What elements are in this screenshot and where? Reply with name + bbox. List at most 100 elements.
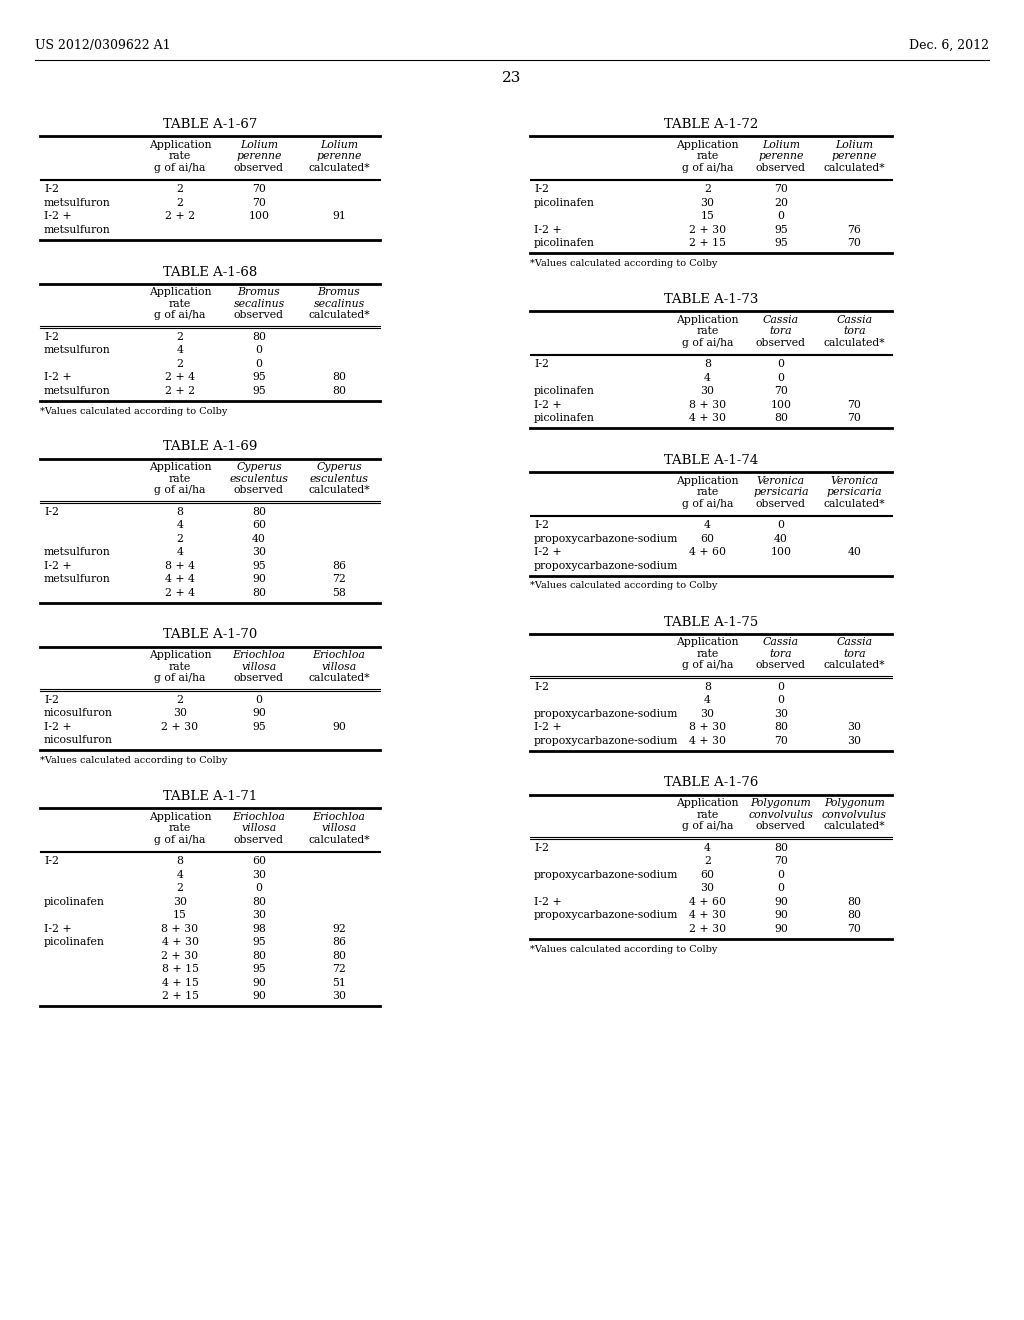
Text: I-2: I-2: [44, 507, 59, 516]
Text: 0: 0: [777, 372, 784, 383]
Text: calculated*: calculated*: [308, 310, 370, 321]
Text: 72: 72: [332, 574, 346, 585]
Text: 2 + 30: 2 + 30: [162, 950, 199, 961]
Text: g of ai/ha: g of ai/ha: [682, 499, 733, 508]
Text: 80: 80: [774, 722, 788, 733]
Text: g of ai/ha: g of ai/ha: [682, 660, 733, 671]
Text: picolinafen: picolinafen: [44, 896, 104, 907]
Text: 80: 80: [252, 950, 266, 961]
Text: 4 + 60: 4 + 60: [689, 896, 726, 907]
Text: TABLE A-1-69: TABLE A-1-69: [163, 441, 257, 454]
Text: 0: 0: [777, 211, 784, 222]
Text: Lolium: Lolium: [836, 140, 873, 149]
Text: Polygonum: Polygonum: [824, 799, 885, 808]
Text: I-2 +: I-2 +: [44, 211, 72, 222]
Text: metsulfuron: metsulfuron: [44, 385, 111, 396]
Text: 4: 4: [176, 346, 183, 355]
Text: observed: observed: [234, 162, 284, 173]
Text: 2 + 4: 2 + 4: [165, 587, 195, 598]
Text: metsulfuron: metsulfuron: [44, 224, 111, 235]
Text: calculated*: calculated*: [823, 660, 886, 671]
Text: picolinafen: picolinafen: [534, 198, 595, 207]
Text: 0: 0: [777, 359, 784, 370]
Text: 4 + 30: 4 + 30: [689, 413, 726, 424]
Text: 80: 80: [252, 896, 266, 907]
Text: 4 + 15: 4 + 15: [162, 978, 199, 987]
Text: 70: 70: [774, 387, 787, 396]
Text: 2 + 30: 2 + 30: [689, 924, 726, 933]
Text: 0: 0: [256, 883, 262, 894]
Text: I-2 +: I-2 +: [534, 400, 561, 409]
Text: 100: 100: [249, 211, 269, 222]
Text: 2 + 4: 2 + 4: [165, 372, 195, 383]
Text: g of ai/ha: g of ai/ha: [155, 673, 206, 684]
Text: Application: Application: [148, 812, 211, 822]
Text: 70: 70: [848, 924, 861, 933]
Text: 60: 60: [700, 533, 715, 544]
Text: 2: 2: [176, 331, 183, 342]
Text: nicosulfuron: nicosulfuron: [44, 735, 113, 746]
Text: Cassia: Cassia: [837, 638, 872, 647]
Text: TABLE A-1-71: TABLE A-1-71: [163, 789, 257, 803]
Text: nicosulfuron: nicosulfuron: [44, 709, 113, 718]
Text: I-2: I-2: [44, 185, 59, 194]
Text: 95: 95: [252, 722, 266, 731]
Text: propoxycarbazone-sodium: propoxycarbazone-sodium: [534, 533, 678, 544]
Text: 8 + 15: 8 + 15: [162, 964, 199, 974]
Text: 80: 80: [848, 911, 861, 920]
Text: I-2 +: I-2 +: [44, 561, 72, 570]
Text: propoxycarbazone-sodium: propoxycarbazone-sodium: [534, 709, 678, 719]
Text: 2 + 15: 2 + 15: [689, 238, 726, 248]
Text: calculated*: calculated*: [308, 486, 370, 495]
Text: 2: 2: [176, 198, 183, 207]
Text: 30: 30: [173, 709, 187, 718]
Text: *Values calculated according to Colby: *Values calculated according to Colby: [530, 945, 718, 953]
Text: Bromus: Bromus: [317, 288, 360, 297]
Text: Cyperus: Cyperus: [316, 462, 361, 473]
Text: 0: 0: [777, 870, 784, 879]
Text: observed: observed: [234, 673, 284, 684]
Text: secalinus: secalinus: [313, 298, 365, 309]
Text: 100: 100: [770, 548, 792, 557]
Text: 95: 95: [252, 964, 266, 974]
Text: 2 + 15: 2 + 15: [162, 991, 199, 1002]
Text: 95: 95: [252, 372, 266, 383]
Text: Cassia: Cassia: [763, 314, 799, 325]
Text: 95: 95: [252, 937, 266, 948]
Text: 30: 30: [700, 198, 715, 207]
Text: TABLE A-1-72: TABLE A-1-72: [664, 117, 758, 131]
Text: 90: 90: [252, 574, 266, 585]
Text: rate: rate: [169, 152, 191, 161]
Text: calculated*: calculated*: [823, 821, 886, 832]
Text: 51: 51: [332, 978, 346, 987]
Text: 80: 80: [332, 372, 346, 383]
Text: 2: 2: [176, 185, 183, 194]
Text: 2 + 30: 2 + 30: [689, 224, 726, 235]
Text: Application: Application: [676, 314, 738, 325]
Text: observed: observed: [756, 162, 806, 173]
Text: tora: tora: [770, 326, 793, 337]
Text: 95: 95: [252, 385, 266, 396]
Text: 90: 90: [774, 896, 787, 907]
Text: 70: 70: [848, 413, 861, 424]
Text: 4: 4: [176, 520, 183, 531]
Text: g of ai/ha: g of ai/ha: [155, 834, 206, 845]
Text: 76: 76: [848, 224, 861, 235]
Text: 4: 4: [705, 372, 711, 383]
Text: villosa: villosa: [322, 824, 356, 833]
Text: 70: 70: [252, 185, 266, 194]
Text: 2: 2: [705, 185, 711, 194]
Text: villosa: villosa: [242, 661, 276, 672]
Text: 72: 72: [332, 964, 346, 974]
Text: 60: 60: [252, 520, 266, 531]
Text: Eriochloa: Eriochloa: [312, 651, 366, 660]
Text: 80: 80: [332, 950, 346, 961]
Text: persicaria: persicaria: [754, 487, 809, 498]
Text: *Values calculated according to Colby: *Values calculated according to Colby: [40, 407, 227, 416]
Text: 4 + 4: 4 + 4: [165, 574, 195, 585]
Text: metsulfuron: metsulfuron: [44, 346, 111, 355]
Text: Application: Application: [676, 475, 738, 486]
Text: calculated*: calculated*: [308, 162, 370, 173]
Text: TABLE A-1-73: TABLE A-1-73: [664, 293, 758, 306]
Text: Veronica: Veronica: [757, 475, 805, 486]
